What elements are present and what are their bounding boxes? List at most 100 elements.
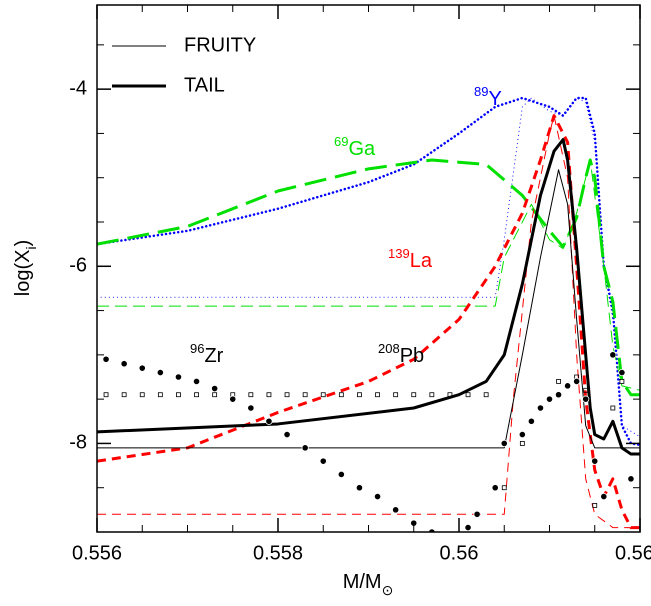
marker	[247, 404, 255, 412]
annotation-sup: 96	[190, 341, 204, 356]
marker	[120, 360, 128, 368]
series-line	[97, 158, 640, 397]
marker	[411, 392, 417, 398]
marker	[527, 417, 536, 425]
x-axis-label: M/M⊙	[343, 571, 394, 597]
marker	[103, 392, 109, 398]
marker	[284, 392, 290, 398]
y-label-text: log(X	[12, 250, 34, 297]
series-line	[97, 114, 640, 530]
y-axis-label: log(Xi)	[12, 240, 38, 297]
annotation: 89Y	[474, 84, 502, 110]
marker	[464, 523, 472, 532]
marker	[563, 382, 572, 390]
marker	[583, 387, 589, 393]
marker	[536, 404, 545, 412]
marker	[357, 392, 362, 398]
plot-area	[97, 96, 640, 532]
annotation-text: Y	[488, 88, 501, 110]
x-label-text: M/M	[343, 571, 382, 593]
annotation-text: Pb	[400, 345, 424, 367]
series-line	[97, 169, 640, 449]
marker	[301, 444, 309, 452]
marker	[121, 392, 127, 398]
marker	[545, 395, 554, 403]
axes-frame	[96, 4, 641, 533]
y-label-sub: i	[23, 246, 39, 249]
annotation-sup: 139	[388, 246, 410, 261]
annotation-sup: 89	[474, 84, 488, 99]
marker	[591, 457, 599, 465]
y-tick-label: -6	[69, 255, 87, 277]
marker	[338, 392, 344, 398]
marker	[337, 470, 345, 479]
marker	[610, 405, 616, 411]
marker	[375, 392, 380, 398]
marker	[501, 485, 507, 491]
marker	[102, 355, 110, 363]
marker	[302, 392, 308, 398]
y-tick-label: -8	[69, 432, 87, 454]
marker	[319, 457, 327, 465]
marker	[473, 510, 481, 518]
marker	[573, 377, 581, 386]
marker	[176, 392, 181, 398]
marker	[500, 439, 508, 448]
series-line	[97, 138, 640, 456]
legend-label: TAIL	[184, 74, 225, 96]
x-tick-label: 0.558	[253, 542, 303, 564]
annotation-sup: 69	[334, 134, 348, 149]
annotation-text: Ga	[348, 138, 376, 160]
annotation: 208Pb	[378, 341, 424, 367]
legend-label: FRUITY	[184, 34, 256, 56]
marker	[518, 430, 526, 439]
marker	[618, 368, 626, 377]
marker	[592, 503, 598, 508]
marker	[211, 384, 219, 393]
y-tick-label: -4	[69, 77, 87, 99]
marker	[491, 484, 499, 492]
marker	[619, 379, 625, 384]
annotation-sup: 208	[378, 341, 400, 356]
marker	[392, 506, 400, 514]
marker	[283, 430, 291, 439]
marker	[156, 368, 164, 377]
marker	[194, 392, 199, 398]
marker	[157, 392, 163, 398]
marker	[248, 392, 254, 398]
series-line	[97, 159, 640, 391]
marker	[355, 484, 364, 492]
marker	[447, 392, 453, 398]
marker	[265, 417, 273, 425]
marker	[556, 379, 561, 384]
marker	[627, 475, 635, 483]
marker	[465, 392, 471, 398]
x-tick-label: 0.562	[615, 542, 651, 564]
annotation: 96Zr	[190, 341, 224, 367]
annotation: 69Ga	[334, 134, 376, 160]
marker	[429, 392, 435, 398]
marker	[582, 395, 590, 403]
marker	[138, 364, 146, 372]
series-line	[97, 115, 640, 529]
x-tick-label: 0.56	[440, 542, 479, 564]
marker	[212, 392, 218, 398]
y-label-end: )	[12, 240, 34, 247]
marker	[174, 373, 183, 381]
marker	[600, 492, 608, 501]
marker	[519, 441, 525, 446]
marker	[554, 391, 563, 399]
marker	[320, 392, 326, 398]
annotation-text: La	[410, 250, 433, 272]
marker	[483, 392, 489, 398]
annotation-text: Zr	[204, 345, 223, 367]
marker	[229, 395, 237, 403]
marker	[393, 392, 399, 398]
marker	[609, 351, 617, 359]
marker	[192, 377, 201, 386]
marker	[266, 392, 272, 398]
x-tick-label: 0.556	[72, 542, 122, 564]
marker	[373, 492, 382, 501]
marker	[139, 392, 145, 398]
